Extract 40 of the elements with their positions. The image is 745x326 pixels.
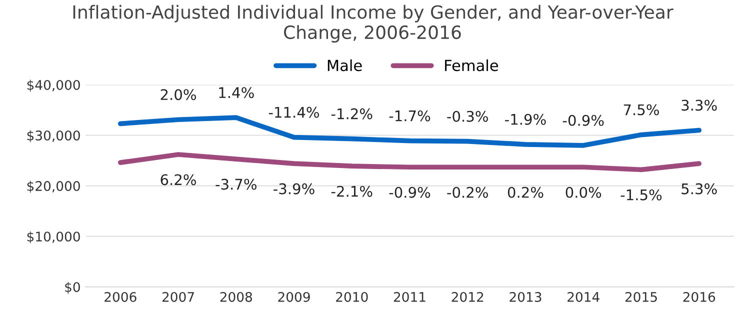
annotation: -1.2%: [331, 108, 372, 120]
chart-title: Inflation-Adjusted Individual Income by Gender, and Year-over-Year Change, 2006-2016: [73, 4, 674, 43]
annotation: 3.3%: [682, 100, 717, 111]
annotation: 0.2%: [508, 186, 544, 198]
annotation: 1.4%: [219, 87, 254, 98]
x-tick-label: 2007: [162, 292, 194, 302]
x-tick-label: 2009: [278, 292, 310, 302]
x-tick-label: 2013: [510, 292, 542, 302]
x-tick-label: 2006: [104, 292, 136, 302]
x-tick-label: 2014: [568, 292, 600, 302]
x-tick-label: 2011: [394, 292, 426, 302]
annotation: 6.2%: [160, 174, 196, 186]
x-tick-label: 2010: [336, 292, 368, 302]
y-tick-label: $40,000: [27, 80, 80, 92]
y-tick-label: $20,000: [27, 180, 80, 193]
annotation: 0.0%: [566, 186, 602, 198]
annotation: -11.4%: [268, 106, 319, 118]
y-tick-label: $30,000: [27, 130, 80, 142]
y-tick-label: $0: [65, 282, 80, 294]
annotation: -0.9%: [389, 186, 430, 198]
annotation: -3.9%: [274, 183, 314, 194]
annotation: -2.1%: [331, 186, 372, 197]
legend-label: Female: [445, 59, 498, 72]
legend-label: Male: [328, 59, 362, 72]
x-tick-label: 2015: [625, 292, 657, 302]
annotation: 7.5%: [624, 104, 659, 116]
annotation: -1.7%: [389, 110, 430, 122]
annotation: -1.5%: [620, 189, 662, 200]
annotation: -0.2%: [447, 186, 488, 198]
annotation: 2.0%: [160, 89, 196, 100]
x-tick-label: 2012: [452, 292, 484, 302]
annotation: 5.3%: [682, 183, 717, 194]
x-tick-label: 2016: [683, 292, 716, 302]
annotation: -0.3%: [447, 110, 488, 122]
line-series: [118, 152, 702, 172]
annotation: -1.9%: [505, 114, 546, 125]
y-tick-label: $10,000: [27, 231, 80, 244]
x-tick-label: 2008: [220, 292, 252, 302]
annotation: -0.9%: [562, 114, 604, 126]
annotation: -3.7%: [216, 178, 256, 190]
